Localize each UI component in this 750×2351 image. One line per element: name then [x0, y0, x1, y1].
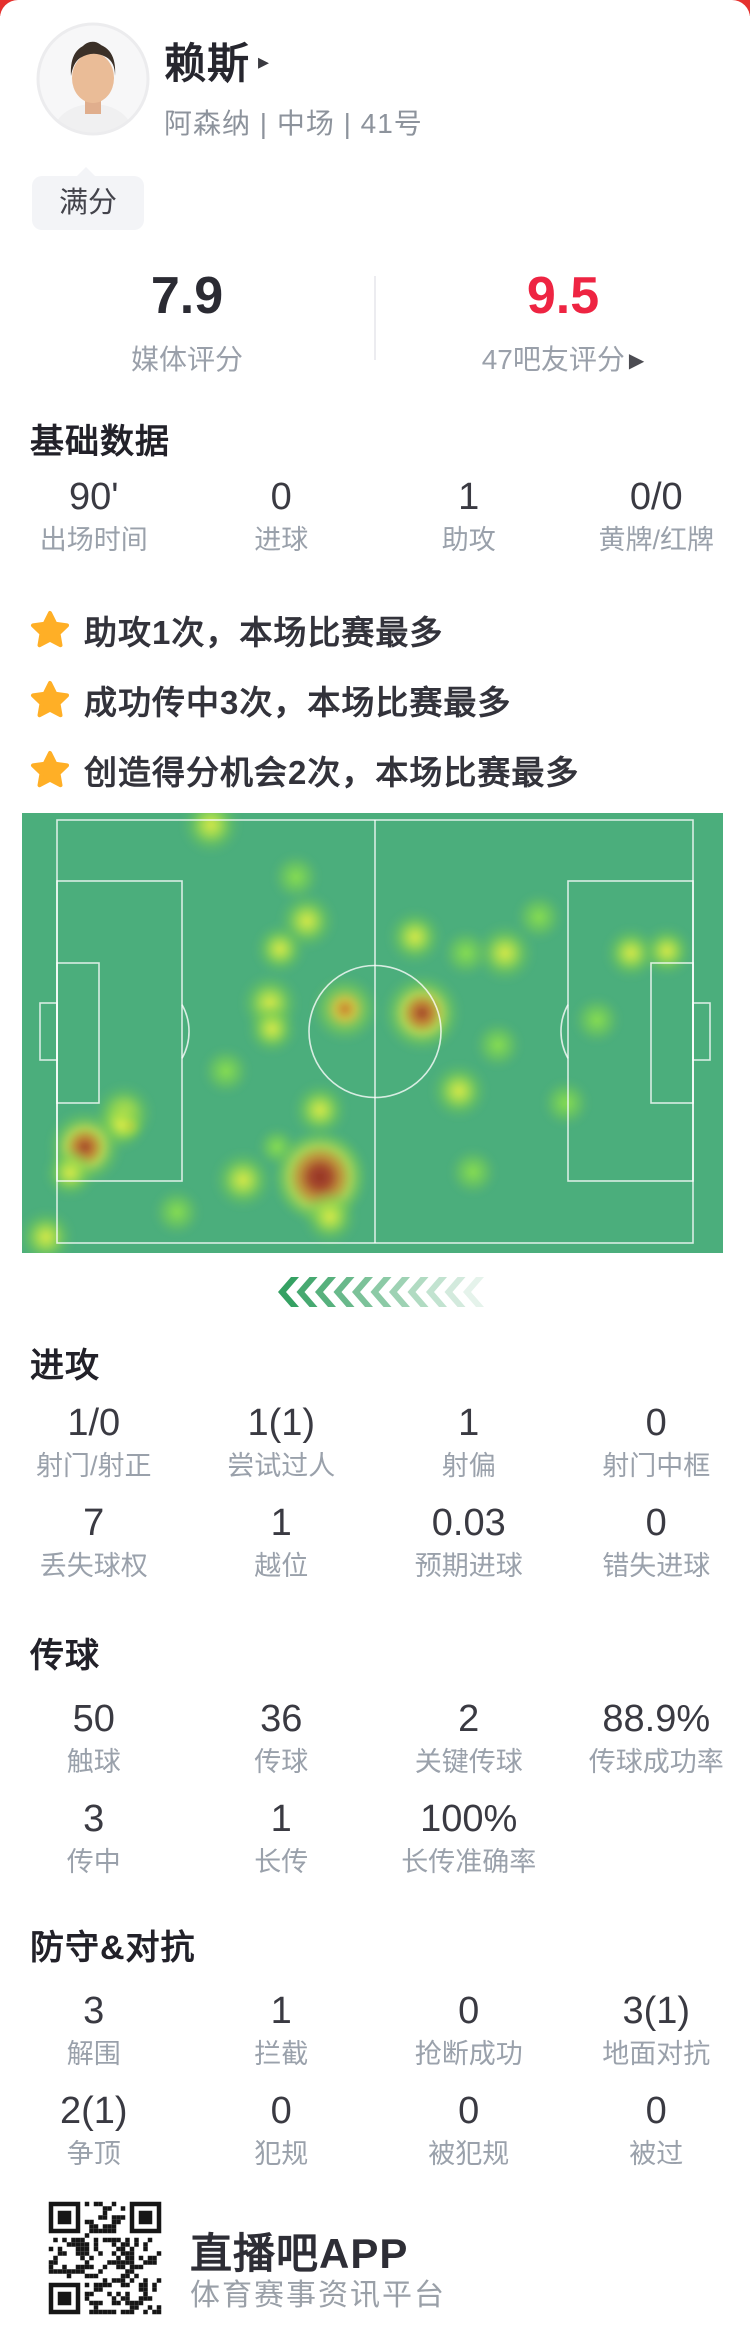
star-icon: [31, 611, 69, 648]
media-rating-label: 媒体评分: [130, 344, 243, 375]
stat-clearances: 3 解围: [66, 1990, 121, 2069]
stat-shots: 1/0 射门/射正: [35, 1402, 152, 1481]
stat-cards: 0/0 黄牌/红牌: [598, 476, 714, 555]
stat-minutes: 90' 出场时间: [39, 476, 148, 555]
stat-goals: 0 进球: [254, 476, 309, 555]
player-name: 赖斯: [164, 39, 251, 87]
stat-aerial-duels: 2(1) 争顶: [59, 2090, 128, 2169]
app-name: 直播吧APP: [190, 2230, 409, 2277]
highlight-crosses: 成功传中3次，本场比赛最多: [30, 676, 511, 724]
heat-blobs: [22, 813, 693, 1253]
rating-badge: 满分: [32, 167, 144, 230]
stat-possession-lost: 7 丢失球权: [39, 1502, 148, 1581]
star-icon: [31, 751, 69, 788]
stat-ground-duels: 3(1) 地面对抗: [602, 1990, 711, 2069]
pitch-lines: [39, 819, 711, 1244]
stat-dribbled-past: 0 被过: [629, 2090, 684, 2169]
stat-assists: 1 助攻: [441, 476, 496, 555]
attack-direction-chevrons-icon: [278, 1277, 484, 1307]
stat-woodwork: 0 射门中框: [602, 1402, 711, 1481]
section-title-basic: 基础数据: [30, 423, 170, 461]
stat-long-balls: 1 长传: [254, 1798, 309, 1877]
stat-passes: 36 传球: [254, 1698, 309, 1777]
pitch-heatmap-image: [22, 813, 711, 1253]
position-heatmap: [22, 813, 723, 1253]
name-caret-icon: ▸: [258, 49, 270, 74]
stat-long-ball-accuracy: 100% 长传准确率: [401, 1798, 537, 1877]
defense-stats-row-2: 2(1) 争顶 0 犯规 0 被犯规 0 被过: [0, 2088, 750, 2170]
fans-rating-label[interactable]: 47吧友评分 ▶: [481, 344, 645, 375]
stat-chances-missed: 0 错失进球: [602, 1502, 711, 1581]
basic-stats-row: 90' 出场时间 0 进球 1 助攻 0/0 黄牌/红牌: [0, 474, 750, 556]
attack-stats-row-1: 1/0 射门/射正 1(1) 尝试过人 1 射偏 0 射门中框: [0, 1400, 750, 1482]
stat-shots-off: 1 射偏: [441, 1402, 496, 1481]
stat-tackles-won: 0 抢断成功: [414, 1990, 523, 2069]
stat-dribbles: 1(1) 尝试过人: [227, 1402, 336, 1481]
media-rating-value: 7.9: [150, 267, 224, 325]
rating-divider: [374, 276, 376, 360]
stat-xg: 0.03 预期进球: [414, 1502, 523, 1581]
passing-stats-row-1: 50 触球 36 传球 2 关键传球 88.9% 传球成功率: [0, 1696, 750, 1778]
section-title-attack: 进攻: [30, 1347, 100, 1385]
player-avatar[interactable]: [36, 22, 150, 136]
stat-pass-accuracy: 88.9% 传球成功率: [588, 1698, 724, 1777]
fans-rating[interactable]: 9.5 47吧友评分 ▶: [376, 268, 750, 378]
highlight-chances-created: 创造得分机会2次，本场比赛最多: [30, 746, 579, 794]
fans-rating-arrow-icon: ▶: [628, 350, 645, 372]
app-tagline: 体育赛事资讯平台: [190, 2279, 446, 2312]
highlight-assists: 助攻1次，本场比赛最多: [30, 606, 443, 654]
qr-code: [48, 2201, 162, 2315]
player-name-row[interactable]: 赖斯 ▸: [164, 34, 270, 87]
stat-interceptions: 1 拦截: [254, 1990, 309, 2069]
stat-fouled: 0 被犯规: [428, 2090, 510, 2169]
stat-crosses: 3 传中: [66, 1798, 121, 1877]
stat-offsides: 1 越位: [254, 1502, 309, 1581]
stat-key-passes: 2 关键传球: [414, 1698, 523, 1777]
stat-empty: [563, 1796, 750, 1878]
defense-stats-row-1: 3 解围 1 拦截 0 抢断成功 3(1) 地面对抗: [0, 1988, 750, 2070]
stat-fouls: 0 犯规: [254, 2090, 309, 2169]
attack-stats-row-2: 7 丢失球权 1 越位 0.03 预期进球 0 错失进球: [0, 1500, 750, 1582]
stat-touches: 50 触球: [66, 1698, 121, 1777]
section-title-defense: 防守&对抗: [30, 1929, 196, 1967]
team-position-number: 阿森纳 | 中场 | 41号: [164, 108, 423, 139]
media-rating: 7.9 媒体评分: [0, 268, 374, 378]
star-icon: [31, 681, 69, 718]
fans-rating-value: 9.5: [526, 267, 600, 325]
passing-stats-row-2: 3 传中 1 长传 100% 长传准确率: [0, 1796, 750, 1878]
section-title-passing: 传球: [30, 1637, 100, 1675]
